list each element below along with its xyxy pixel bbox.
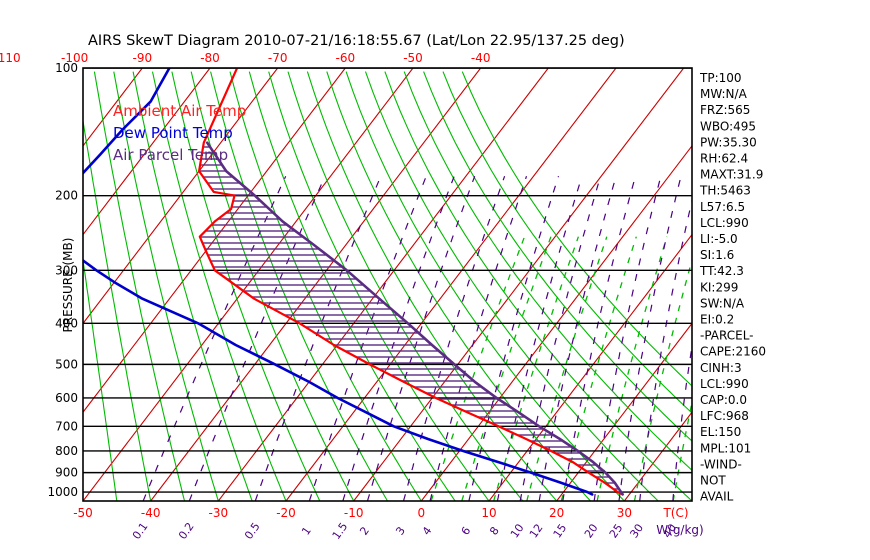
stat-line: LCL:990	[700, 377, 749, 391]
top-temp-tick: -90	[133, 51, 153, 65]
mixing-ratio-tick: 3	[393, 524, 408, 537]
stat-line: SW:N/A	[700, 296, 745, 310]
mixing-ratio-tick: 0.2	[176, 520, 197, 542]
mixing-ratio-tick: 0.5	[242, 520, 263, 542]
stat-line: CINH:3	[700, 361, 742, 375]
stats-panel: TP:100 MW:N/A FRZ:565 WBO:495 PW:35.30 RH:62.…	[699, 71, 766, 504]
stat-line: EL:150	[700, 425, 741, 439]
stat-line: CAPE:2160	[700, 345, 766, 359]
mixing-ratio-tick: 25	[607, 522, 626, 541]
cape-shaded-region	[199, 142, 623, 494]
mixing-ratio-axis-label: W(g/kg)	[656, 523, 703, 537]
legend-label: Ambient Air Temp	[113, 102, 246, 120]
bottom-temp-tick: -10	[344, 506, 364, 520]
stat-line: TH:5463	[699, 184, 751, 198]
top-temp-tick: -50	[403, 51, 423, 65]
stat-line: SI:1.6	[700, 248, 734, 262]
mixing-ratio-tick: 6	[459, 524, 474, 537]
mixing-ratio-tick: 15	[551, 522, 570, 541]
mixing-ratio-tick: 1.5	[330, 520, 351, 542]
mixing-ratio-tick: 10	[508, 522, 527, 541]
top-temperature-ticks: -120-110-100-90-80-70-60-50-40	[0, 51, 490, 65]
mixing-ratio-tick: 4	[420, 524, 435, 537]
stat-line: LI:-5.0	[700, 232, 738, 246]
mixing-ratio-tick: 1	[299, 524, 314, 537]
mixing-ratio-tick-labels: 0.1 0.2 0.5 1 1.5 2 3 4 6 8 10 12 15 20 25 30 40	[130, 520, 679, 542]
plot-frame	[82, 67, 693, 502]
bottom-temp-tick: 30	[617, 506, 632, 520]
pressure-tick: 400	[55, 316, 78, 330]
pressure-tick: 500	[55, 357, 78, 371]
pressure-tick: 100	[55, 61, 78, 75]
bottom-temp-tick: 0	[418, 506, 426, 520]
isotherm-lines	[83, 68, 692, 501]
curve-legend: Ambient Air Temp Dew Point Temp Air Parcel…	[113, 102, 246, 164]
temperature-axis-label: T(C)	[662, 506, 688, 520]
bottom-temp-tick: -40	[141, 506, 161, 520]
page-title: AIRS SkewT Diagram 2010-07-21/16:18:55.6…	[88, 33, 625, 49]
stat-line: MW:N/A	[700, 87, 748, 101]
bottom-temperature-ticks: -50 -40 -30 -20 -10 0 10 20 30	[73, 506, 632, 520]
pressure-tick: 900	[55, 466, 78, 480]
pressure-tick: 700	[55, 419, 78, 433]
stat-line: -PARCEL-	[700, 329, 754, 343]
pressure-tick: 1000	[47, 485, 78, 499]
legend-label: Dew Point Temp	[113, 124, 233, 142]
mixing-ratio-tick: 8	[487, 524, 502, 537]
bottom-temp-tick: -30	[209, 506, 229, 520]
stat-line: LCL:990	[700, 216, 749, 230]
bottom-temp-tick: -50	[73, 506, 93, 520]
stat-line: TP:100	[699, 71, 742, 85]
mixing-ratio-tick: 12	[527, 522, 546, 541]
stat-line: WBO:495	[700, 119, 756, 133]
top-temp-tick: -60	[336, 51, 356, 65]
stat-line: LFC:968	[700, 409, 749, 423]
stat-line: FRZ:565	[700, 103, 750, 117]
top-temp-tick: -100	[61, 51, 88, 65]
top-temp-tick: -110	[0, 51, 21, 65]
mixing-ratio-tick: 2	[357, 524, 372, 537]
stat-line: CAP:0.0	[700, 393, 747, 407]
bottom-temp-tick: -20	[276, 506, 296, 520]
pressure-tick: 600	[55, 391, 78, 405]
stat-line: -WIND-	[700, 457, 742, 471]
stat-line: MPL:101	[700, 441, 751, 455]
legend-label: Air Parcel Temp	[113, 146, 228, 164]
top-temp-tick: -40	[471, 51, 491, 65]
pressure-tick: 300	[55, 263, 78, 277]
sounding-curves	[83, 68, 624, 496]
stat-line: L57:6.5	[700, 200, 745, 214]
mixing-ratio-tick: 0.1	[130, 520, 151, 542]
stat-line: RH:62.4	[700, 152, 748, 166]
bottom-temp-tick: 10	[481, 506, 496, 520]
pressure-tick: 200	[55, 189, 78, 203]
stat-line: MAXT:31.9	[700, 168, 763, 182]
mixing-ratio-tick: 30	[627, 522, 646, 541]
pressure-tick: 800	[55, 444, 78, 458]
stat-line: NOT	[700, 474, 726, 488]
top-temp-tick: -80	[200, 51, 220, 65]
stat-line: KI:299	[700, 280, 738, 294]
pressure-axis-label: PRESSURE (MB)	[61, 238, 75, 333]
stat-line: PW:35.30	[700, 135, 757, 149]
mixing-ratio-tick: 20	[582, 522, 601, 541]
stat-line: AVAIL	[700, 490, 734, 504]
bottom-temp-tick: 20	[549, 506, 564, 520]
top-temp-tick: -70	[268, 51, 288, 65]
stat-line: TT:42.3	[699, 264, 744, 278]
pressure-tick-labels: 100 200 300 400 500 600 700 800 900 1000	[47, 61, 78, 499]
stat-line: EI:0.2	[700, 313, 734, 327]
